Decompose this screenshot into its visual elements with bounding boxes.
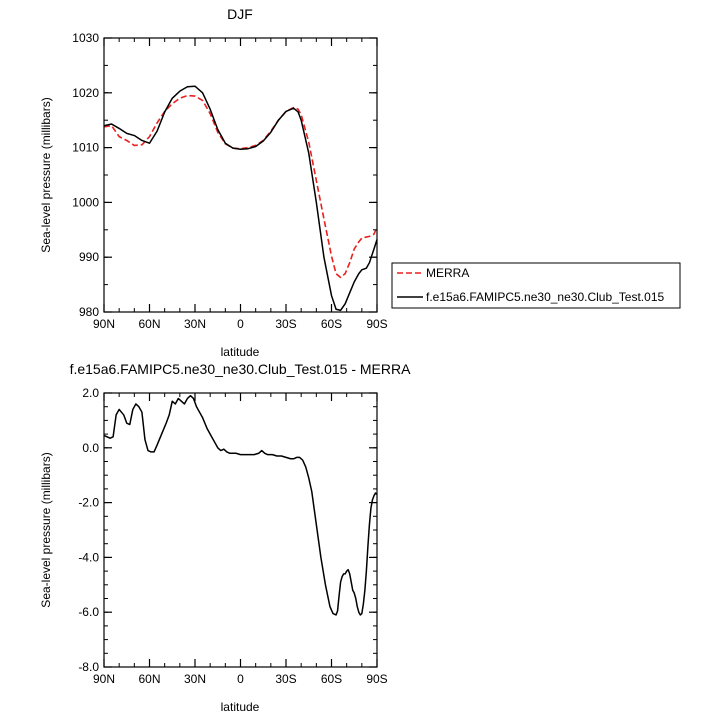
y-tick-label: -4.0 (78, 550, 99, 564)
top-chart-title: DJF (227, 6, 253, 22)
bottom-chart-panel: f.e15a6.FAMIPC5.ne30_ne30.Club_Test.015 … (39, 361, 411, 714)
x-tick-label: 60N (138, 672, 160, 686)
bottom-chart-y-axis-label: Sea-level pressure (millibars) (39, 452, 53, 607)
bottom-chart-x-axis-label: latitude (221, 700, 260, 714)
top-chart-y-ticks: 980 990 1000 1010 1020 1030 (72, 31, 377, 319)
x-tick-label: 90N (93, 317, 115, 331)
y-tick-label: 1010 (72, 141, 99, 155)
y-tick-label: -2.0 (78, 496, 99, 510)
series-line-1-0 (103, 394, 378, 616)
legend-label-model: f.e15a6.FAMIPC5.ne30_ne30.Club_Test.015 (426, 290, 664, 304)
y-tick-label: -8.0 (78, 660, 99, 674)
top-chart-legend: MERRA f.e15a6.FAMIPC5.ne30_ne30.Club_Tes… (391, 262, 681, 309)
x-tick-label: 60S (321, 672, 342, 686)
y-tick-label: 1020 (72, 86, 99, 100)
x-tick-label: 30S (275, 672, 296, 686)
x-tick-label: 90S (366, 317, 387, 331)
top-chart-frame (103, 37, 378, 313)
x-tick-label: 60N (138, 317, 160, 331)
y-tick-label: 980 (79, 305, 99, 319)
bottom-chart-y-ticks: -8.0 -6.0 -4.0 -2.0 0.0 2.0 (78, 386, 377, 674)
x-tick-label: 90S (366, 672, 387, 686)
top-chart-x-axis-label: latitude (221, 345, 260, 359)
x-tick-label: 30N (184, 317, 206, 331)
y-tick-label: 990 (79, 250, 99, 264)
bottom-chart-title: f.e15a6.FAMIPC5.ne30_ne30.Club_Test.015 … (70, 361, 412, 377)
x-tick-label: 30N (184, 672, 206, 686)
top-chart-x-ticks: 90N 60N 30N 0 30S 60S 90S (93, 38, 388, 331)
top-chart-y-axis-label: Sea-level pressure (millibars) (39, 97, 53, 252)
bottom-chart-lines (103, 394, 378, 616)
y-tick-label: -6.0 (78, 605, 99, 619)
x-tick-label: 90N (93, 672, 115, 686)
top-chart-panel: DJF 980 990 1000 1010 1020 1030 90N 60N 30N 0 30S… (39, 6, 388, 359)
x-tick-label: 0 (237, 317, 244, 331)
series-line-0-1 (103, 85, 378, 312)
bottom-chart-x-ticks: 90N 60N 30N 0 30S 60S 90S (93, 393, 388, 686)
legend-box (391, 262, 681, 309)
x-tick-label: 60S (321, 317, 342, 331)
x-tick-label: 30S (275, 317, 296, 331)
y-tick-label: 0.0 (82, 441, 99, 455)
x-tick-label: 0 (237, 672, 244, 686)
top-chart-lines (103, 85, 378, 312)
y-tick-label: 1000 (72, 195, 99, 209)
y-tick-label: 1030 (72, 31, 99, 45)
series-line-0-0 (103, 94, 378, 279)
y-tick-label: 2.0 (82, 386, 99, 400)
legend-label-merra: MERRA (426, 266, 469, 280)
